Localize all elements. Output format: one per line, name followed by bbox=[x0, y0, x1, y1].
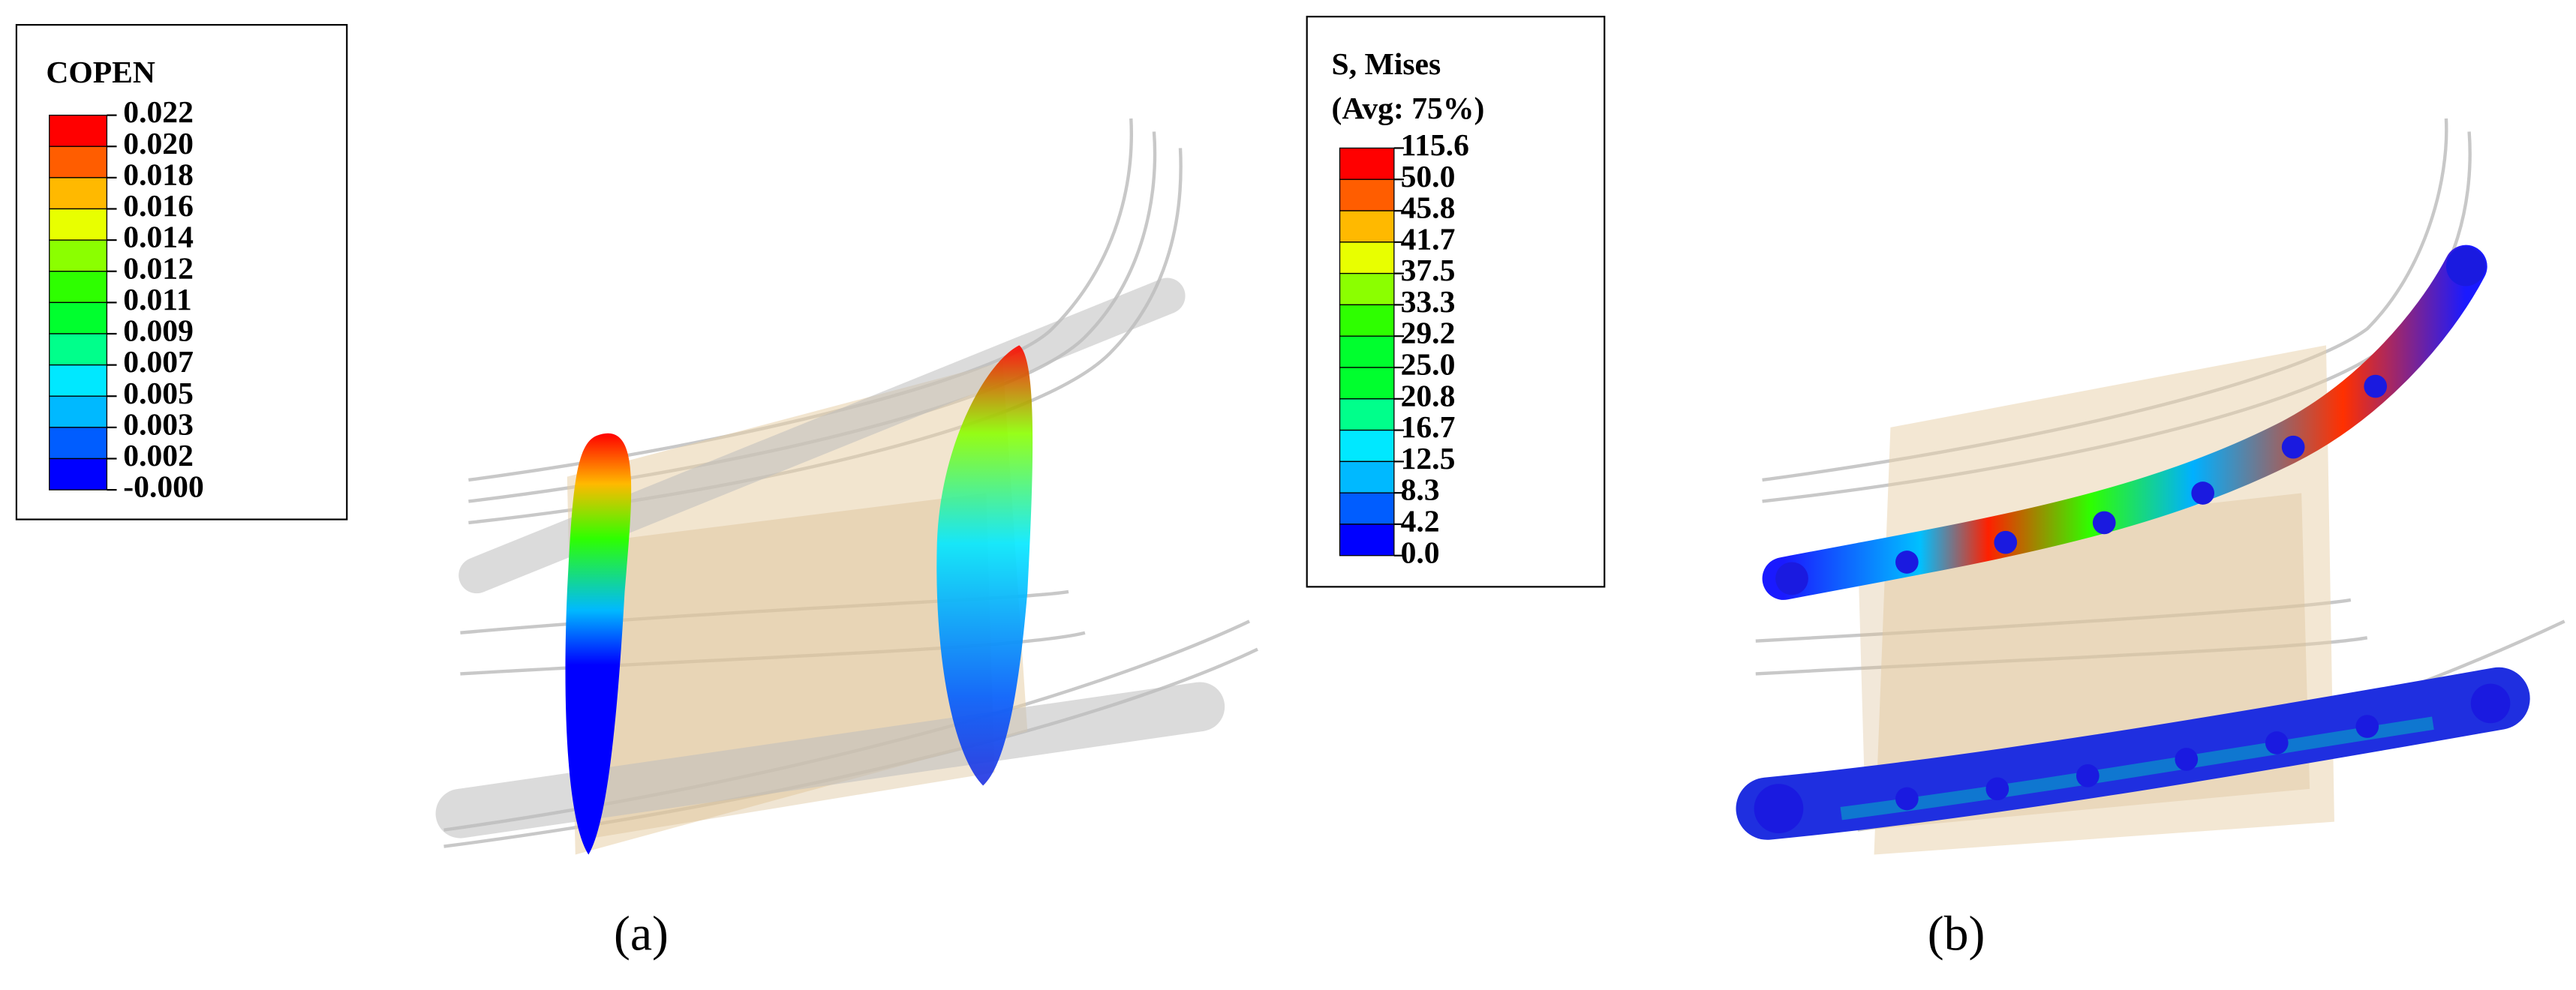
legend-label: 0.0 bbox=[1401, 536, 1440, 570]
legend-swatch bbox=[1339, 367, 1395, 400]
legend-label: 115.6 bbox=[1401, 128, 1469, 163]
legend-swatch bbox=[49, 302, 108, 334]
legend-swatch bbox=[49, 208, 108, 241]
legend-label: 0.009 bbox=[123, 314, 194, 349]
legend-swatch bbox=[49, 458, 108, 490]
legend-label: 0.011 bbox=[123, 283, 191, 317]
legend-title: (Avg: 75%) bbox=[1332, 92, 1485, 126]
legend-label: 0.016 bbox=[123, 189, 194, 224]
legend-swatch bbox=[1339, 178, 1395, 212]
legend-label: 12.5 bbox=[1401, 442, 1456, 476]
legend-swatch bbox=[49, 427, 108, 460]
legend-swatch bbox=[1339, 242, 1395, 274]
legend-label: 8.3 bbox=[1401, 473, 1440, 508]
legend-title: COPEN bbox=[46, 56, 155, 90]
legend-swatch bbox=[49, 271, 108, 304]
legend-label: 0.022 bbox=[123, 95, 194, 130]
legend-swatch bbox=[1339, 492, 1395, 525]
model-b bbox=[1736, 118, 2565, 855]
panel-caption: (b) bbox=[1928, 907, 1985, 962]
legend-label: 0.014 bbox=[123, 220, 194, 255]
legend-swatch bbox=[1339, 460, 1395, 494]
legend-label: 0.005 bbox=[123, 376, 194, 411]
legend-swatch bbox=[1339, 147, 1395, 180]
legend: COPEN 0.0220.0200.0180.0160.0140.0120.011… bbox=[15, 24, 348, 520]
legend-swatch bbox=[1339, 272, 1395, 306]
legend-label: 25.0 bbox=[1401, 348, 1456, 382]
legend-label: -0.000 bbox=[123, 470, 203, 505]
legend-label: 33.3 bbox=[1401, 285, 1456, 320]
legend-title: S, Mises bbox=[1332, 47, 1441, 82]
legend-swatch bbox=[49, 333, 108, 366]
legend-label: 50.0 bbox=[1401, 160, 1456, 194]
legend-label: 0.003 bbox=[123, 407, 194, 442]
legend-swatch bbox=[1339, 304, 1395, 337]
legend-swatch bbox=[1339, 524, 1395, 556]
legend-swatch bbox=[49, 364, 108, 397]
legend-swatch bbox=[49, 146, 108, 178]
legend-label: 29.2 bbox=[1401, 316, 1456, 351]
legend-swatch bbox=[1339, 429, 1395, 463]
legend-label: 0.018 bbox=[123, 158, 194, 192]
legend-label: 4.2 bbox=[1401, 505, 1440, 539]
legend-label: 45.8 bbox=[1401, 191, 1456, 226]
legend-label: 20.8 bbox=[1401, 379, 1456, 413]
legend-swatch bbox=[49, 239, 108, 272]
legend-label: 0.020 bbox=[123, 127, 194, 161]
legend-swatch bbox=[1339, 210, 1395, 243]
legend-swatch bbox=[49, 395, 108, 428]
legend-label: 16.7 bbox=[1401, 410, 1456, 445]
legend-label: 37.5 bbox=[1401, 254, 1456, 288]
panel-caption: (a) bbox=[614, 907, 669, 962]
legend-swatch bbox=[49, 177, 108, 210]
legend-swatch bbox=[49, 114, 108, 147]
legend-label: 0.002 bbox=[123, 439, 194, 473]
legend-label: 0.012 bbox=[123, 251, 194, 286]
legend-label: 41.7 bbox=[1401, 222, 1456, 256]
model-a bbox=[435, 118, 1258, 855]
legend-swatch bbox=[1339, 398, 1395, 431]
legend-label: 0.007 bbox=[123, 345, 194, 380]
legend-swatch bbox=[1339, 335, 1395, 368]
legend: S, Mises (Avg: 75%)115.650.045.841.737.53… bbox=[1306, 16, 1606, 588]
